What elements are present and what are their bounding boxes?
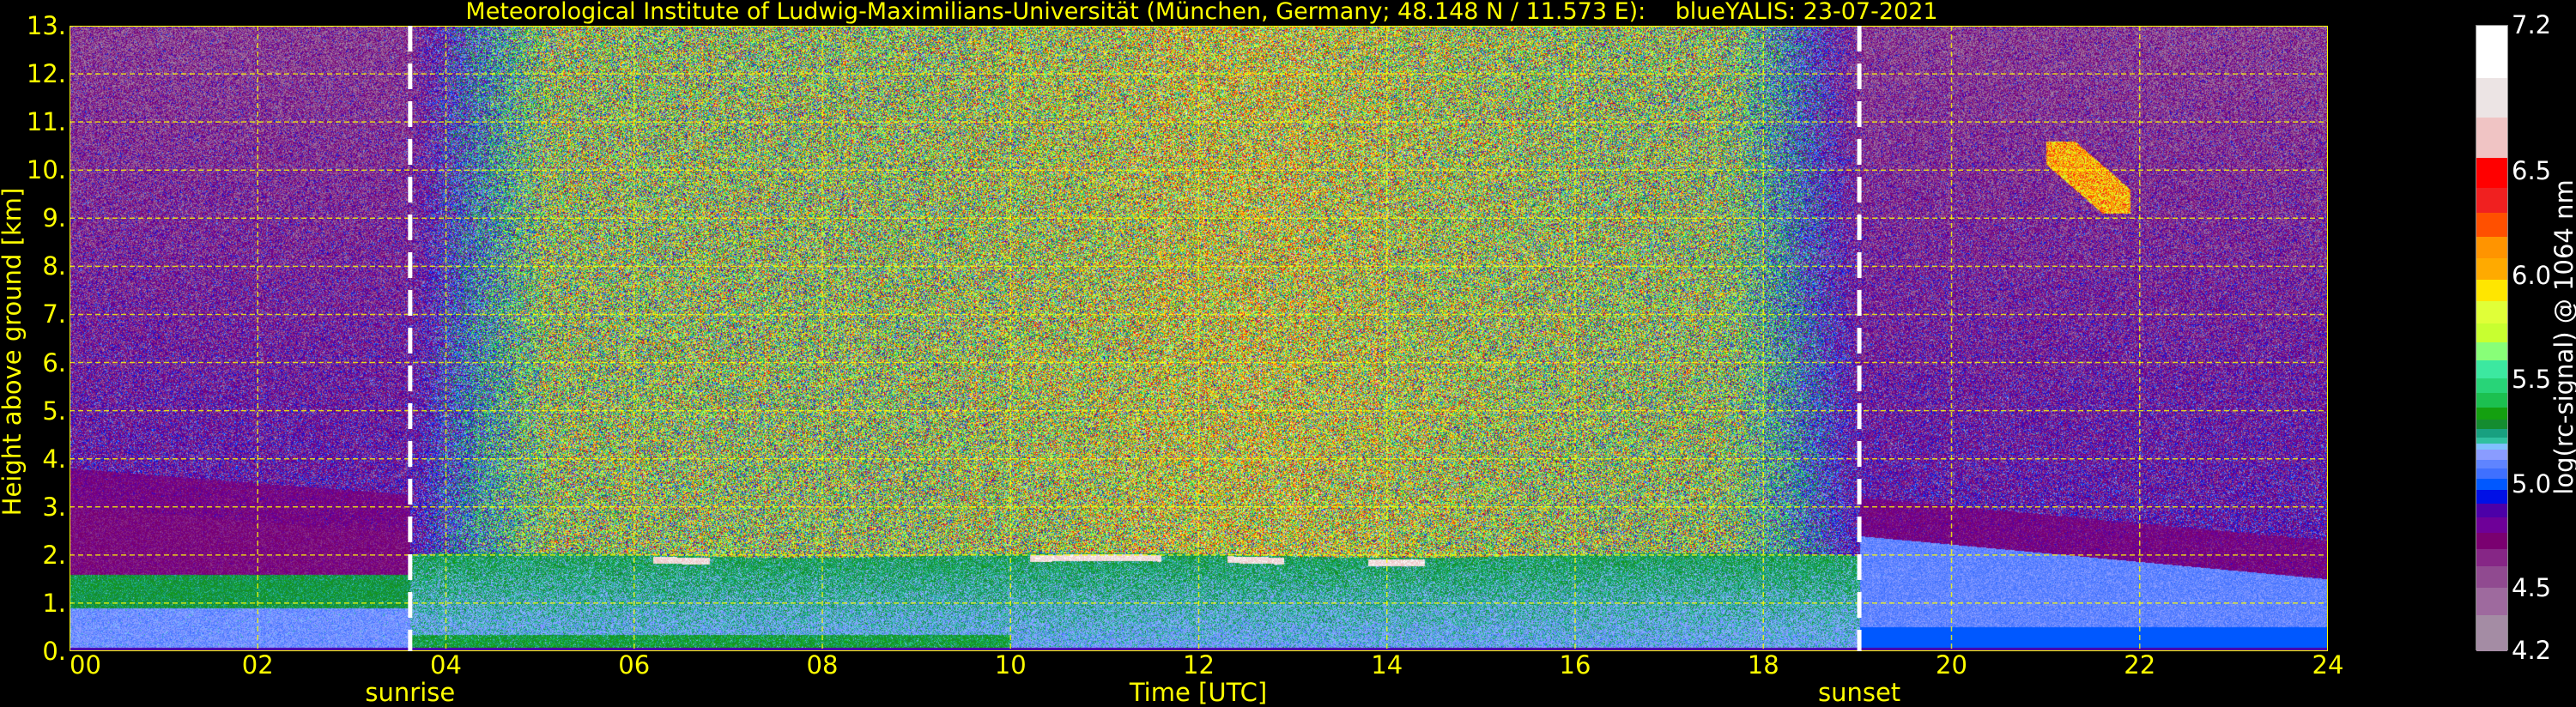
x-tick-label: 12 [1183, 652, 1215, 678]
x-tick-label: 20 [1936, 652, 1967, 678]
colorbar-level [2476, 378, 2507, 394]
sunset-label: sunset [1818, 680, 1900, 705]
colorbar-level [2476, 78, 2507, 118]
colorbar-tick-label: 4.2 [2512, 638, 2551, 663]
colorbar-level [2476, 258, 2507, 280]
y-tick-label: 8. [42, 253, 66, 279]
colorbar-tick-label: 4.5 [2512, 575, 2551, 601]
colorbar-level [2476, 468, 2507, 479]
x-tick-label: 14 [1371, 652, 1403, 678]
x-tick-label: 06 [618, 652, 650, 678]
colorbar-level [2476, 565, 2507, 588]
colorbar-label: log(rc-signal) @ 1064 nm [2552, 179, 2576, 494]
colorbar-level [2476, 490, 2507, 504]
colorbar-level [2476, 237, 2507, 259]
colorbar-level [2476, 408, 2507, 420]
colorbar-level [2476, 504, 2507, 517]
y-tick-label: 4. [42, 446, 66, 472]
colorbar-level [2476, 444, 2507, 450]
colorbar-level [2476, 614, 2507, 651]
y-tick-label: 12. [27, 61, 66, 87]
colorbar-tick-label: 6.0 [2512, 263, 2551, 288]
y-tick-label: 6. [42, 350, 66, 376]
colorbar-tick-label: 5.5 [2512, 366, 2551, 392]
colorbar-level [2476, 533, 2507, 549]
colorbar-level [2476, 429, 2507, 438]
colorbar-level [2476, 158, 2507, 188]
x-tick-label: 22 [2124, 652, 2155, 678]
colorbar-level [2476, 213, 2507, 237]
colorbar [2476, 25, 2508, 650]
colorbar-level [2476, 393, 2507, 408]
sunrise-label: sunrise [365, 680, 455, 705]
colorbar-level [2476, 479, 2507, 491]
x-tick-label: 16 [1560, 652, 1591, 678]
y-tick-label: 0. [42, 638, 66, 664]
y-tick-label: 1. [42, 590, 66, 616]
x-tick-label: 10 [995, 652, 1027, 678]
y-tick-label: 7. [42, 301, 66, 327]
colorbar-level [2476, 301, 2507, 323]
colorbar-level [2476, 588, 2507, 615]
y-axis-label: Height above ground [km] [0, 188, 24, 517]
chart-title: Meteorological Institute of Ludwig-Maxim… [0, 0, 2403, 26]
colorbar-tick-label: 5.0 [2512, 471, 2551, 497]
y-tick-label: 13. [27, 13, 66, 39]
colorbar-level [2476, 437, 2507, 444]
colorbar-level [2476, 341, 2507, 360]
colorbar-level [2476, 459, 2507, 468]
colorbar-tick-label: 7.2 [2512, 12, 2551, 38]
colorbar-level [2476, 360, 2507, 378]
colorbar-level [2476, 117, 2507, 158]
x-tick-label: 02 [242, 652, 274, 678]
colorbar-level [2476, 517, 2507, 534]
y-tick-label: 3. [42, 494, 66, 520]
colorbar-level [2476, 323, 2507, 342]
x-tick-label: 24 [2312, 652, 2344, 678]
x-tick-label: 00 [70, 652, 101, 678]
colorbar-tick-label: 6.5 [2512, 158, 2551, 184]
plot-area [70, 26, 2328, 651]
y-tick-label: 5. [42, 398, 66, 424]
y-tick-label: 10. [27, 157, 66, 183]
grid-overlay [70, 26, 2328, 651]
colorbar-level [2476, 450, 2507, 460]
x-tick-label: 04 [430, 652, 462, 678]
x-axis-label: Time [UTC] [1130, 680, 1267, 705]
colorbar-level [2476, 419, 2507, 429]
colorbar-level [2476, 548, 2507, 565]
colorbar-level [2476, 280, 2507, 302]
y-tick-label: 11. [27, 109, 66, 135]
colorbar-level [2476, 188, 2507, 214]
y-tick-label: 2. [42, 542, 66, 568]
y-tick-label: 9. [42, 205, 66, 231]
colorbar-level [2476, 26, 2507, 78]
x-tick-label: 18 [1748, 652, 1779, 678]
x-tick-label: 08 [807, 652, 839, 678]
